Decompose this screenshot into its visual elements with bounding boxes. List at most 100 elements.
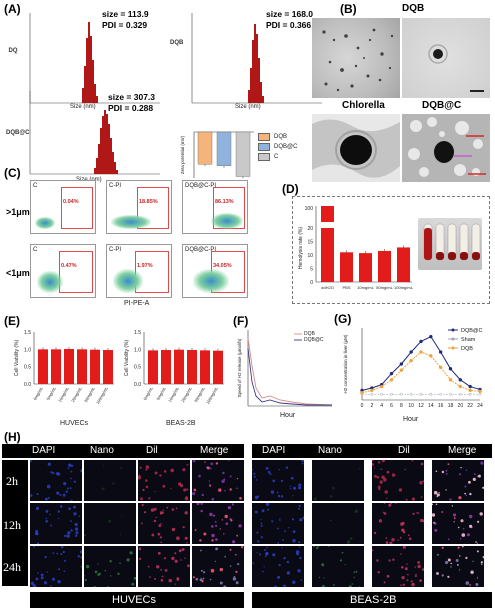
channel-header-dil: Dil [398,445,410,456]
flow-gate [137,187,169,229]
flow-percent: 0.47% [61,263,77,269]
legend-marker [451,346,455,350]
fluorescence-image [84,546,136,587]
hemolysis-bar [378,250,391,282]
legend-label: Sham [461,337,476,343]
y-tick-label: 0.0 [134,382,141,388]
x-tick-label: 0 [361,403,364,409]
data-point [389,371,394,376]
liver-h2-chart: H2 concentration in liver (μM)0 2 4 6 8 10 12 1… [343,328,483,409]
x-tick-label: 10mg/mL [167,385,180,403]
release-series-dqbc [247,347,332,406]
series-line [361,351,481,394]
y-tick-label: 1.0 [24,347,31,353]
release-ylabel: Speed of H2 release (μmol/h) [237,338,242,397]
zeta-bar [216,131,232,166]
y-tick-label: 15 [307,240,313,246]
x-tick-label: PBS [342,285,350,290]
x-tick-label: 18 [448,403,454,409]
hemolysis-bar [321,206,334,222]
legend-label: C [274,154,279,160]
timepoint-label: 2h [6,474,18,488]
data-point [449,392,452,396]
data-point [370,388,374,393]
x-tick-label: 100mg/mL [95,385,109,405]
fluorescence-image [372,503,424,544]
y-tick-label: 20 [307,226,313,232]
x-tick-label: 100mg/mL [205,385,219,405]
hemolysis-bar [340,252,353,282]
flow-gate [61,187,93,229]
flow-plot: C 0.04% [30,180,96,234]
fluorescence-image [432,503,484,544]
flow-scatter [111,215,151,229]
legend-label: DQB@C [461,328,483,334]
cell-dots [194,503,242,544]
y-tick-label: 0.5 [24,365,31,371]
histogram-dqbc [29,91,160,175]
fluorescence-image [432,460,484,501]
data-point [419,392,423,396]
flow-sample-name: DQB@C-PI [185,183,217,189]
flow-row-label: >1μm [6,207,30,217]
channel-header-merge: Merge [200,445,229,456]
cell-dots [30,460,82,501]
data-point [399,368,404,372]
data-point [429,354,433,358]
data-point [409,392,413,396]
x-tick-label: 5mg/mL [45,385,57,401]
liver-ylabel: H2 concentration in liver (μM) [343,334,348,393]
fluorescence-image [312,503,364,544]
data-point [438,365,443,370]
viability-bar [174,349,184,384]
flow-scatter [113,269,143,293]
data-point [468,392,472,396]
data-point [399,362,404,366]
viability-bar [148,350,158,384]
x-tick-label: 2 [370,403,373,409]
viability-bar [103,350,113,384]
flow-xaxis-label: PI-PE-A [124,300,150,307]
fluorescence-image [30,503,82,544]
hemolysis-ylabel: Hemolysis rate (%) [298,227,304,270]
hist-pdi-value: PDI = 0.329 [102,20,148,30]
channel-header-merge: Merge [448,445,477,456]
hist-size-value: size = 168.0 [266,9,314,19]
legend-item: DQB@C [258,142,297,152]
panel-label-c: (C) [4,166,21,180]
data-point [468,384,472,389]
microscopy-header-bar-left [2,444,244,458]
legend-label: DQB@C [274,144,298,150]
viability-bar [213,350,223,384]
cell-dots [30,546,82,587]
data-point [379,384,384,389]
legend-item: C [258,152,297,162]
fluorescence-image [372,546,424,587]
microscopy-header-bar-right [252,444,492,458]
channel-header-dil: Dil [146,445,158,456]
data-point [438,350,443,354]
flow-plot: C-PI 18.85% [106,180,172,234]
flow-scatter [35,217,55,229]
flow-sample-name: C [33,247,38,253]
y-tick-label: 1.5 [24,330,31,336]
tem-chlorella-label: Chlorella [342,100,385,111]
hemolysis-frame [292,196,490,304]
viability-bar [90,349,100,384]
fluorescence-image [84,460,136,501]
fluorescence-image [192,460,244,501]
zeta-ylabel: Zeta potential (mV) [180,135,185,174]
x-tick-label: 12 [418,403,424,409]
flow-scatter [193,269,229,293]
x-tick-label: 10mg/mL [57,385,70,403]
flow-row-label: <1μm [6,268,30,278]
panel-label-a: (A) [4,2,21,16]
channel-header-nano: Nano [318,445,342,456]
x-tick-label: 20mg/mL [180,385,193,403]
viability-chart-beas2b: 0.0 0.5 1.0 1.5 Cell Viability (%) 0mg/mL 5mg/… [124,330,224,405]
x-tick-label: 20 [458,403,464,409]
histogram-dq [29,13,160,104]
viability-ylabel: Cell Viability (%) [14,340,20,377]
hist-size-value: size = 113.9 [102,9,149,19]
tem-image-dqbc [402,114,490,182]
